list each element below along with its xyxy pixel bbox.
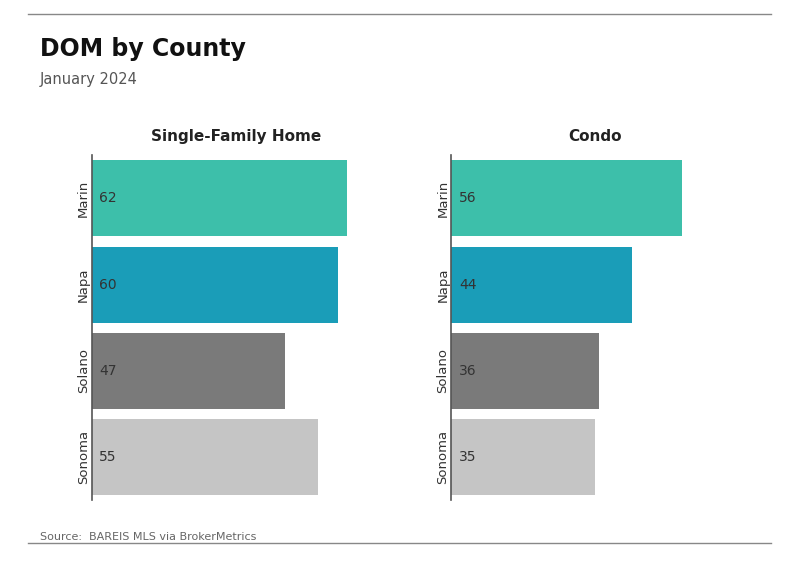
Text: 47: 47 bbox=[99, 364, 117, 378]
Bar bbox=[92, 333, 285, 409]
Bar bbox=[451, 247, 632, 323]
Text: 36: 36 bbox=[459, 364, 476, 378]
Text: 35: 35 bbox=[459, 450, 476, 464]
Bar bbox=[92, 247, 339, 323]
Title: Condo: Condo bbox=[569, 129, 622, 144]
Text: 60: 60 bbox=[99, 278, 117, 292]
Title: Single-Family Home: Single-Family Home bbox=[150, 129, 321, 144]
Bar bbox=[451, 419, 595, 495]
Bar bbox=[451, 333, 599, 409]
Text: 55: 55 bbox=[99, 450, 117, 464]
Text: 44: 44 bbox=[459, 278, 476, 292]
Text: DOM by County: DOM by County bbox=[40, 37, 246, 62]
Text: January 2024: January 2024 bbox=[40, 72, 137, 87]
Bar bbox=[92, 419, 318, 495]
Bar bbox=[92, 160, 347, 236]
Text: 62: 62 bbox=[99, 191, 117, 205]
Text: Source:  BAREIS MLS via BrokerMetrics: Source: BAREIS MLS via BrokerMetrics bbox=[40, 532, 256, 542]
Text: 56: 56 bbox=[459, 191, 476, 205]
Bar bbox=[451, 160, 682, 236]
